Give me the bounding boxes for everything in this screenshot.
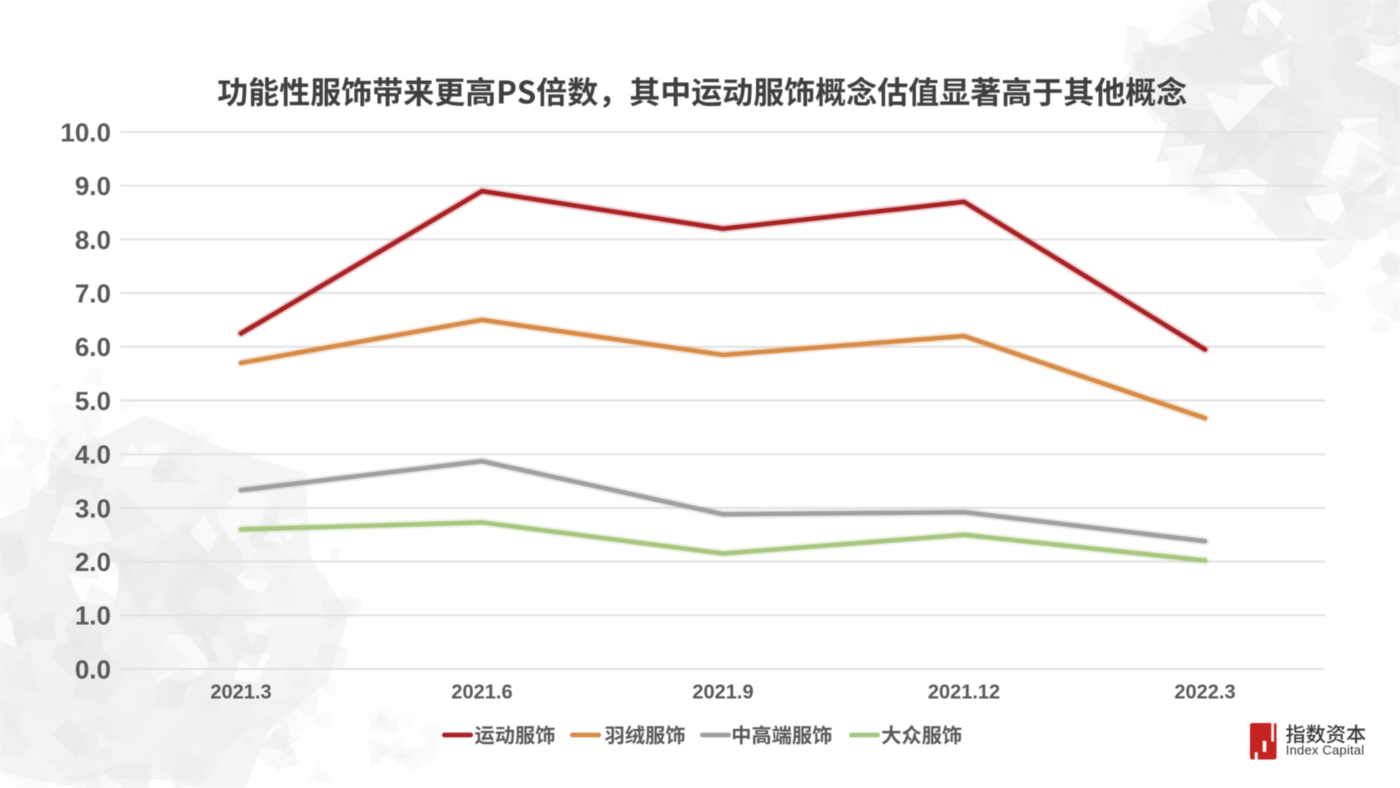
svg-text:2021.3: 2021.3 [210, 682, 271, 704]
svg-text:2021.12: 2021.12 [928, 682, 1000, 704]
svg-text:8.0: 8.0 [75, 225, 111, 255]
svg-text:9.0: 9.0 [75, 171, 111, 201]
svg-text:2.0: 2.0 [75, 547, 111, 577]
svg-text:6.0: 6.0 [75, 332, 111, 362]
svg-text:5.0: 5.0 [75, 386, 111, 416]
svg-text:10.0: 10.0 [60, 117, 111, 147]
svg-text:2022.3: 2022.3 [1174, 682, 1235, 704]
svg-text:0.0: 0.0 [75, 654, 111, 684]
svg-text:2021.9: 2021.9 [692, 682, 753, 704]
svg-text:4.0: 4.0 [75, 440, 111, 470]
svg-text:1.0: 1.0 [75, 601, 111, 631]
svg-text:Index Capital: Index Capital [1286, 743, 1364, 758]
svg-text:2021.6: 2021.6 [451, 682, 512, 704]
svg-text:3.0: 3.0 [75, 493, 111, 523]
svg-text:7.0: 7.0 [75, 279, 111, 309]
